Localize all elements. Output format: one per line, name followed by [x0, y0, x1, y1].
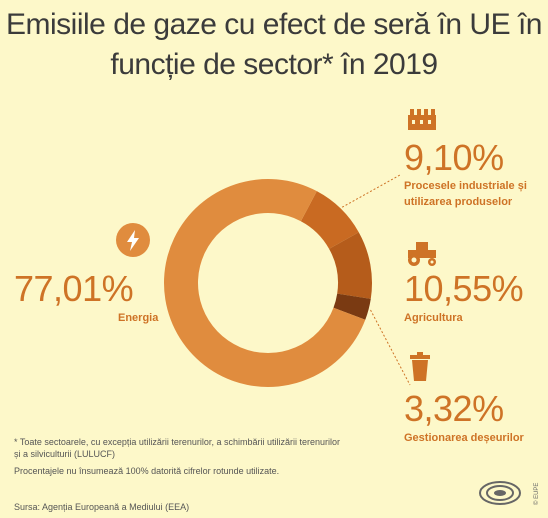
label-name-industrial-line1: Procesele industriale și [404, 180, 527, 192]
label-name-industrial-line2: utilizarea produselor [404, 196, 513, 208]
chart-title-line1: Emisiile de gaze cu efect de seră în UE … [6, 8, 542, 41]
lightning-bolt-icon [115, 222, 151, 263]
chart-title-line2: funcție de sector* în 2019 [110, 48, 438, 81]
european-parliament-logo-icon [478, 478, 528, 511]
tractor-icon [404, 238, 440, 273]
donut-slice-agricultura [329, 232, 372, 299]
label-value-energia: 77,01% [14, 268, 134, 309]
footnote-line1: * Toate sectoarele, cu excepția utilizăr… [14, 437, 340, 447]
label-name-energia: Energia [118, 312, 159, 324]
trash-bin-icon [408, 352, 432, 387]
donut-slice-gestionarea [333, 293, 371, 320]
logo-credit: © EUPE [534, 482, 540, 505]
factory-icon [406, 107, 438, 136]
donut-slice-energia [164, 178, 366, 387]
label-name-deseuri: Gestionarea deșeurilor [404, 432, 524, 444]
label-value-agricultura: 10,55% [404, 268, 524, 309]
source-note: Sursa: Agenția Europeană a Mediului (EEA… [14, 502, 190, 512]
label-name-agricultura: Agricultura [404, 312, 463, 324]
label-value-industrial: 9,10% [404, 137, 504, 178]
footnote-line3: Procentajele nu însumează 100% datorită … [14, 466, 280, 476]
footnote-line2: și a silviculturii (LULUCF) [14, 449, 116, 459]
label-value-deseuri: 3,32% [404, 388, 504, 429]
donut-slice-procesele [300, 191, 359, 249]
leader-line-procesele [341, 174, 401, 208]
